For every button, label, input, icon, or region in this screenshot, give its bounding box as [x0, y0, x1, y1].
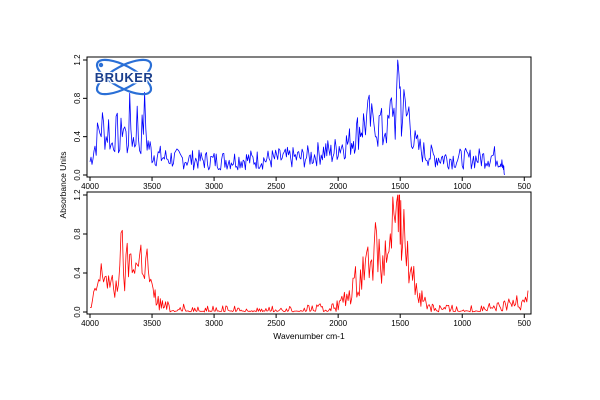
y-tick-label: 0.0	[73, 169, 82, 181]
panel-top-y-axis: 0.0 0.4 0.8 1.2	[73, 54, 87, 181]
x-tick-label: 3500	[143, 319, 161, 328]
panel-top-x-axis: 4000 3500 3000 2500 2000 1500 1000 500	[81, 177, 531, 191]
logo-text: BRUKER	[95, 70, 154, 85]
x-tick-label: 2500	[267, 182, 285, 191]
x-tick-label: 2000	[329, 182, 347, 191]
spectrum-line	[90, 194, 529, 313]
x-tick-label: 1000	[453, 319, 471, 328]
x-tick-label: 1500	[391, 319, 409, 328]
bruker-logo: BRUKER	[93, 58, 154, 96]
x-axis-label: Wavenumber cm-1	[273, 331, 345, 341]
x-tick-label: 4000	[81, 182, 99, 191]
x-tick-label: 4000	[81, 319, 99, 328]
y-tick-label: 0.4	[73, 131, 82, 143]
panel-top-frame	[86, 56, 532, 178]
logo-orbit-2	[95, 58, 153, 96]
x-tick-label: 3000	[205, 182, 223, 191]
x-tick-label: 500	[518, 319, 532, 328]
panel-bottom-y-axis: 0.0 0.4 0.8 1.2	[73, 189, 87, 318]
panel-bottom: 4000 3500 3000 2500 2000 1500 1000 500 0.00.40.…	[73, 189, 532, 328]
y-tick-label: 1.2	[73, 54, 82, 66]
y-tick-label: 0.8	[73, 228, 82, 240]
y-tick-label: 0.8	[73, 92, 82, 104]
spectrum-line	[89, 59, 505, 176]
x-tick-label: 3500	[143, 182, 161, 191]
panel-top: 4000 3500 3000 2500 2000 1500 1000 500 0.00.40.…	[73, 54, 532, 191]
x-tick-label: 2000	[329, 319, 347, 328]
x-tick-label: 3000	[205, 319, 223, 328]
x-tick-label: 1000	[453, 182, 471, 191]
logo-orbit-1	[95, 58, 153, 96]
x-tick-label: 1500	[391, 182, 409, 191]
logo-dot	[98, 62, 104, 68]
y-axis-label: Absorbance Units	[58, 151, 68, 218]
panel-bottom-frame	[86, 191, 532, 315]
panel-top-plot	[89, 59, 505, 176]
y-tick-label: 0.4	[73, 267, 82, 279]
x-tick-label: 2500	[267, 319, 285, 328]
panel-bottom-x-axis: 4000 3500 3000 2500 2000 1500 1000 500	[81, 314, 531, 328]
y-tick-label: 1.2	[73, 189, 82, 201]
panel-bottom-plot	[90, 194, 529, 313]
y-tick-label: 0.0	[73, 306, 82, 318]
x-tick-label: 500	[518, 182, 532, 191]
